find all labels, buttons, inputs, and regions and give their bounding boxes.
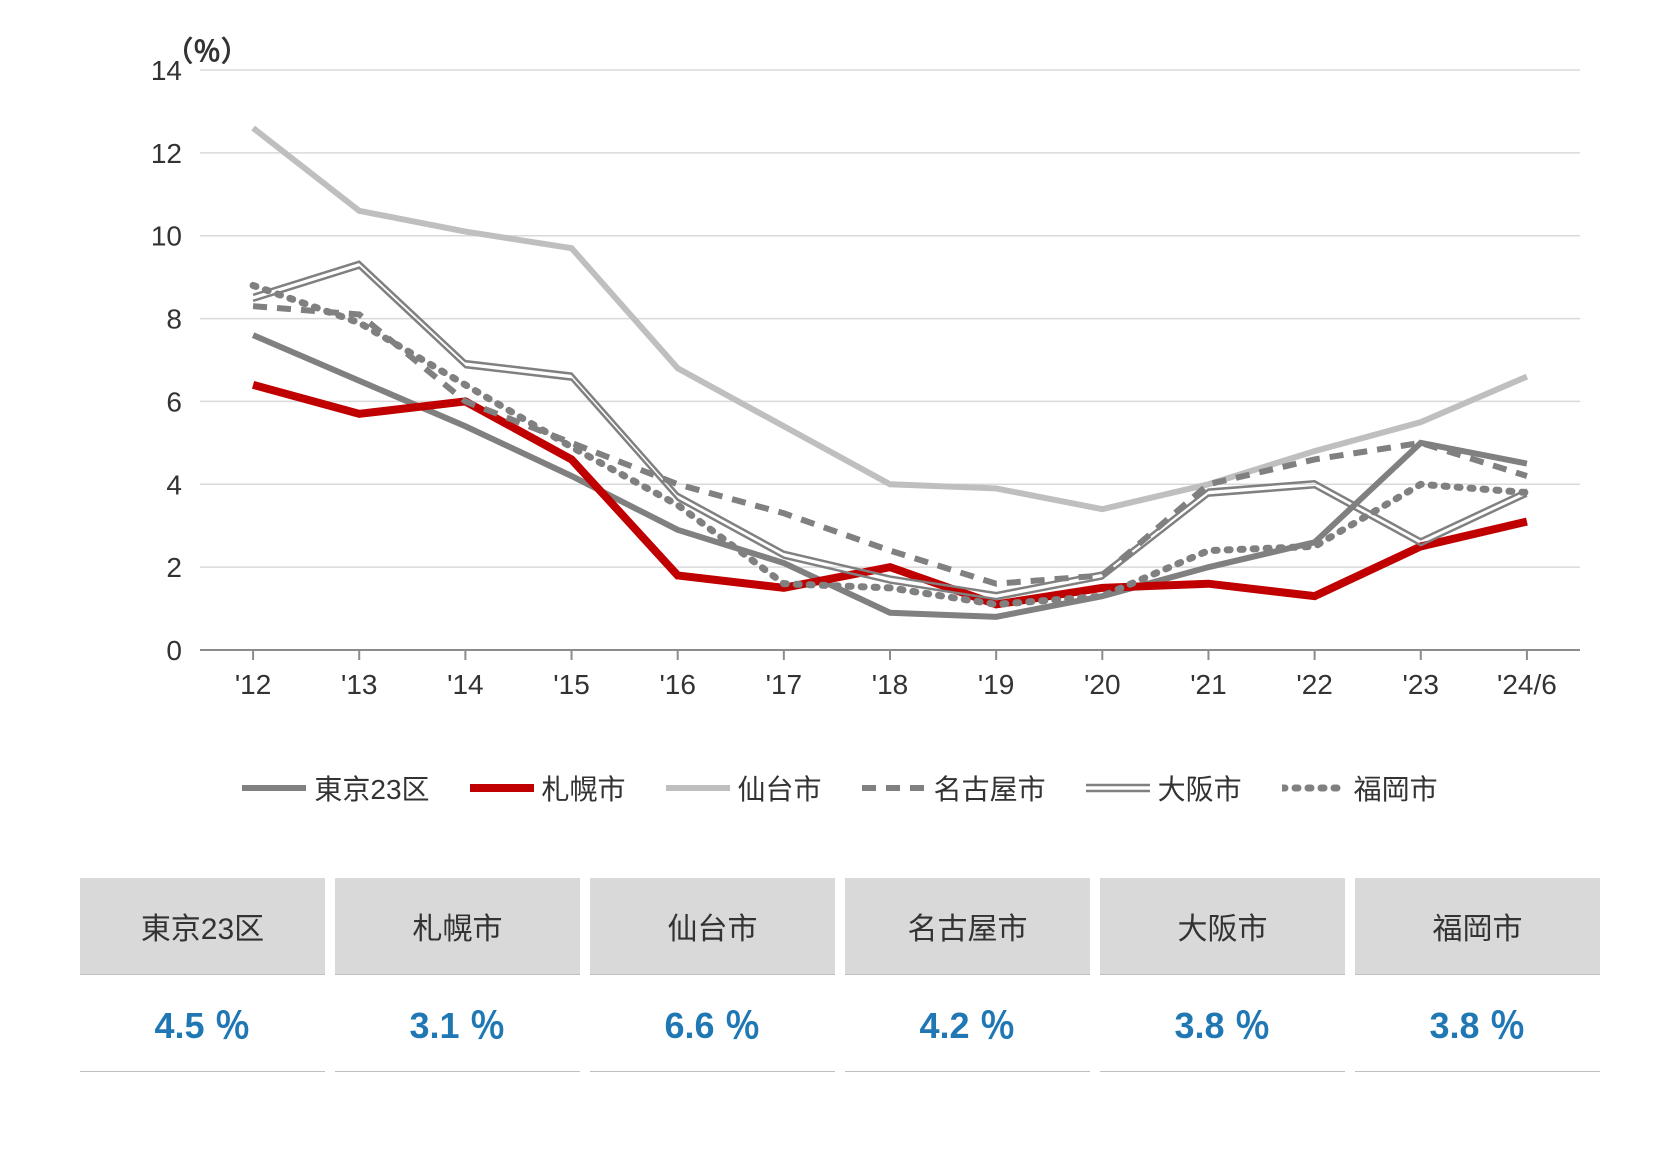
- table-value-cell: 3.1 ％: [335, 975, 580, 1072]
- legend-swatch: [1282, 774, 1346, 802]
- legend-swatch: [1086, 774, 1150, 802]
- legend-label: 大阪市: [1158, 768, 1242, 808]
- svg-text:'17: '17: [766, 669, 803, 700]
- legend-swatch: [862, 774, 926, 802]
- table-value-row: 4.5 ％3.1 ％6.6 ％4.2 ％3.8 ％3.8 ％: [80, 975, 1600, 1072]
- svg-text:'22: '22: [1296, 669, 1333, 700]
- svg-text:'14: '14: [447, 669, 484, 700]
- svg-text:'19: '19: [978, 669, 1015, 700]
- summary-table: 東京23区札幌市仙台市名古屋市大阪市福岡市 4.5 ％3.1 ％6.6 ％4.2…: [70, 878, 1610, 1072]
- legend-item: 仙台市: [666, 768, 822, 808]
- line-chart: （％） 02468101214'12'13'14'15'16'17'18'19'…: [70, 30, 1610, 750]
- legend-label: 札幌市: [542, 768, 626, 808]
- table-header-cell: 札幌市: [335, 878, 580, 975]
- svg-text:4: 4: [166, 469, 182, 500]
- svg-text:0: 0: [166, 635, 182, 666]
- table-value-cell: 3.8 ％: [1100, 975, 1345, 1072]
- svg-text:6: 6: [166, 386, 182, 417]
- legend-swatch: [470, 774, 534, 802]
- legend: 東京23区 札幌市 仙台市 名古屋市 大阪市 福岡市: [70, 768, 1610, 808]
- table-header-cell: 仙台市: [590, 878, 835, 975]
- svg-text:'13: '13: [341, 669, 378, 700]
- svg-text:2: 2: [166, 552, 182, 583]
- svg-text:8: 8: [166, 304, 182, 335]
- table-header-cell: 東京23区: [80, 878, 325, 975]
- table-header-cell: 福岡市: [1355, 878, 1600, 975]
- chart-svg: 02468101214'12'13'14'15'16'17'18'19'20'2…: [70, 30, 1610, 750]
- legend-label: 名古屋市: [934, 768, 1046, 808]
- legend-item: 東京23区: [242, 768, 429, 808]
- table-header-cell: 名古屋市: [845, 878, 1090, 975]
- svg-text:'12: '12: [235, 669, 271, 700]
- svg-text:12: 12: [151, 138, 182, 169]
- svg-text:'18: '18: [872, 669, 909, 700]
- legend-item: 名古屋市: [862, 768, 1046, 808]
- svg-text:'21: '21: [1190, 669, 1227, 700]
- svg-text:'23: '23: [1403, 669, 1440, 700]
- svg-text:'15: '15: [553, 669, 590, 700]
- legend-swatch: [242, 774, 306, 802]
- table-header-row: 東京23区札幌市仙台市名古屋市大阪市福岡市: [80, 878, 1600, 975]
- svg-text:'16: '16: [659, 669, 696, 700]
- table-header-cell: 大阪市: [1100, 878, 1345, 975]
- svg-text:'20: '20: [1084, 669, 1121, 700]
- svg-text:10: 10: [151, 221, 182, 252]
- table-value-cell: 6.6 ％: [590, 975, 835, 1072]
- page: （％） 02468101214'12'13'14'15'16'17'18'19'…: [0, 0, 1680, 1164]
- table-value-cell: 4.5 ％: [80, 975, 325, 1072]
- legend-label: 東京23区: [314, 768, 429, 808]
- table-value-cell: 3.8 ％: [1355, 975, 1600, 1072]
- svg-text:'24/6: '24/6: [1497, 669, 1557, 700]
- legend-item: 福岡市: [1282, 768, 1438, 808]
- legend-item: 札幌市: [470, 768, 626, 808]
- legend-label: 仙台市: [738, 768, 822, 808]
- table-value-cell: 4.2 ％: [845, 975, 1090, 1072]
- legend-swatch: [666, 774, 730, 802]
- legend-label: 福岡市: [1354, 768, 1438, 808]
- legend-item: 大阪市: [1086, 768, 1242, 808]
- y-axis-unit: （％）: [165, 30, 249, 70]
